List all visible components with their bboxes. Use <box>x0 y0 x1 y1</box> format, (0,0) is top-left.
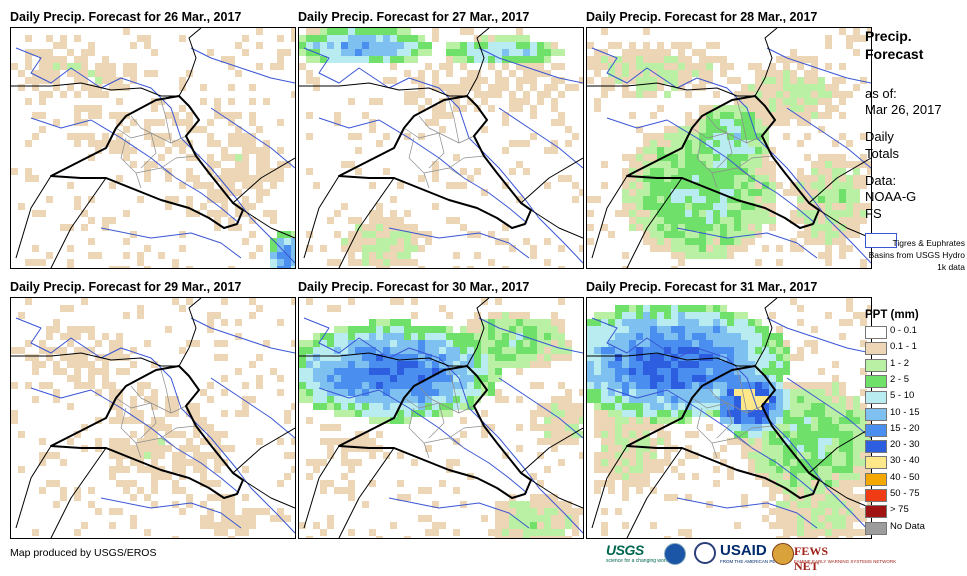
legend-label: 30 - 40 <box>890 455 920 467</box>
panel-title: Daily Precip. Forecast for 29 Mar., 2017 <box>10 280 242 294</box>
legend-swatch <box>865 472 887 486</box>
sidebar-title: Precip. Forecast <box>865 28 924 62</box>
precip-map <box>10 27 296 269</box>
legend-label: No Data <box>890 520 925 532</box>
legend-swatch <box>865 440 887 454</box>
basin-swatch <box>865 233 897 248</box>
period-label: Daily Totals <box>865 129 899 161</box>
legend-swatch <box>865 423 887 437</box>
usaid-logo: USAID <box>720 542 767 559</box>
precip-map <box>298 297 584 539</box>
precip-map <box>10 297 296 539</box>
legend-swatch <box>865 391 887 405</box>
fews-logo-icon <box>772 543 794 565</box>
fews-logo: FEWS NET <box>794 544 829 573</box>
as-of-label: as of: <box>865 86 897 101</box>
legend-swatch <box>865 374 887 388</box>
legend-label: 20 - 30 <box>890 439 920 451</box>
usaid-seal-icon <box>694 542 716 564</box>
legend-swatch <box>865 521 887 535</box>
legend-label: 5 - 10 <box>890 390 915 402</box>
legend-label: 0.1 - 1 <box>890 341 917 353</box>
legend-swatch <box>865 505 887 519</box>
legend-label: 15 - 20 <box>890 422 920 434</box>
precip-map <box>586 297 872 539</box>
legend-label: > 75 <box>890 504 909 516</box>
legend-label: 1 - 2 <box>890 357 910 369</box>
legend-label: 50 - 75 <box>890 488 920 499</box>
legend-label: 40 - 50 <box>890 471 920 483</box>
legend-swatch <box>865 358 887 372</box>
basin-legend-text: Tigres & Euphrates Basins from USGS Hydr… <box>868 238 965 272</box>
legend-label: 0 - 0.1 <box>890 325 917 336</box>
precip-map <box>586 27 872 269</box>
panel-title: Daily Precip. Forecast for 27 Mar., 2017 <box>298 10 530 24</box>
panel-title: Daily Precip. Forecast for 26 Mar., 2017 <box>10 10 242 24</box>
map-credit: Map produced by USGS/EROS <box>10 547 157 559</box>
panel-title: Daily Precip. Forecast for 28 Mar., 2017 <box>586 10 818 24</box>
fews-tagline: FAMINE EARLY WARNING SYSTEMS NETWORK <box>794 559 897 564</box>
precip-map <box>298 27 584 269</box>
usgs-tagline: science for a changing world <box>606 558 670 564</box>
panel-title: Daily Precip. Forecast for 31 Mar., 2017 <box>586 280 818 294</box>
legend-swatch <box>865 407 887 421</box>
legend-label: 10 - 15 <box>890 406 920 418</box>
usaid-tagline: FROM THE AMERICAN PEOPLE <box>720 559 788 564</box>
as-of-date: Mar 26, 2017 <box>865 102 942 117</box>
legend-swatch <box>865 326 887 339</box>
legend-label: 2 - 5 <box>890 373 910 385</box>
legend-swatch <box>865 342 887 356</box>
legend-swatch <box>865 456 887 470</box>
data-label: Data: <box>865 173 897 188</box>
legend-swatch <box>865 489 887 502</box>
panel-title: Daily Precip. Forecast for 30 Mar., 2017 <box>298 280 530 294</box>
data-source: NOAA-GFS <box>865 189 917 221</box>
noaa-logo-icon <box>664 543 686 565</box>
ppt-legend-title: PPT (mm) <box>865 309 919 321</box>
usgs-logo: USGS <box>606 542 644 558</box>
